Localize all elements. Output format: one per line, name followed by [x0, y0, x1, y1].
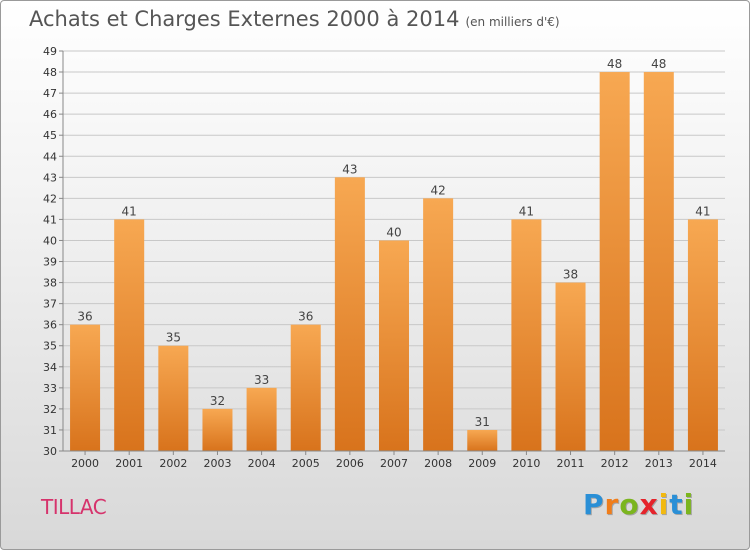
y-tick-label: 32: [43, 403, 57, 416]
value-label-2012: 48: [607, 57, 622, 71]
value-label-2009: 31: [475, 415, 490, 429]
x-tick-label-2014: 2014: [689, 457, 717, 470]
logo-letter: r: [604, 488, 620, 521]
x-tick-label-2002: 2002: [159, 457, 187, 470]
y-tick-label: 43: [43, 171, 57, 184]
value-label-2008: 42: [430, 183, 445, 197]
proxiti-logo[interactable]: Proxiti: [583, 488, 694, 521]
bar-2011: [555, 282, 586, 451]
value-label-2001: 41: [122, 204, 137, 218]
bar-2007: [378, 240, 410, 451]
bar-2003: [202, 408, 233, 451]
bar-2004: [246, 387, 277, 451]
x-tick-label-2009: 2009: [468, 457, 496, 470]
y-tick-label: 37: [43, 298, 57, 311]
x-tick-label-2003: 2003: [203, 457, 231, 470]
bar-2002: [158, 345, 189, 451]
y-tick-label: 42: [43, 192, 57, 205]
x-tick-label-2006: 2006: [336, 457, 364, 470]
y-tick-label: 40: [43, 234, 57, 247]
value-label-2007: 40: [386, 225, 401, 239]
y-tick-label: 38: [43, 277, 57, 290]
chart-title-text: Achats et Charges Externes 2000 à 2014: [29, 7, 460, 31]
x-tick-label-2011: 2011: [557, 457, 585, 470]
value-label-2002: 35: [166, 331, 181, 345]
logo-letter: x: [639, 488, 659, 521]
logo-letter: t: [669, 488, 684, 521]
bar-2009: [467, 429, 498, 451]
y-tick-label: 47: [43, 87, 57, 100]
value-label-2000: 36: [77, 310, 92, 324]
bar-2000: [70, 324, 101, 451]
bar-2014: [687, 219, 718, 451]
axes: 30 31 32 33 34 35 36 37 38 39 40 41 42 43 44 45 46 47 48 49…: [43, 45, 725, 470]
commune-name: TILLAC: [41, 495, 107, 519]
bar-2013: [643, 72, 674, 451]
value-label-2006: 43: [342, 162, 357, 176]
x-tick-label-2001: 2001: [115, 457, 143, 470]
bar-2006: [334, 177, 365, 451]
y-tick-label: 35: [43, 340, 57, 353]
y-tick-label: 34: [43, 361, 57, 374]
x-tick-label-2000: 2000: [71, 457, 99, 470]
y-tick-label: 36: [43, 319, 57, 332]
x-tick-label-2012: 2012: [601, 457, 629, 470]
logo-letter: i: [683, 488, 695, 521]
bars: 36 41 35 32 33 36 43 40 42 31 41 38 48 48 41: [70, 57, 718, 451]
value-label-2011: 38: [563, 268, 578, 282]
value-label-2010: 41: [519, 204, 534, 218]
y-tick-label: 31: [43, 424, 57, 437]
y-tick-label: 49: [43, 45, 57, 58]
logo-letter: i: [658, 488, 670, 521]
x-tick-label-2013: 2013: [645, 457, 673, 470]
value-label-2004: 33: [254, 373, 269, 387]
y-tick-label: 39: [43, 256, 57, 269]
x-tick-label-2005: 2005: [292, 457, 320, 470]
value-label-2005: 36: [298, 310, 313, 324]
chart-title: Achats et Charges Externes 2000 à 2014 (e…: [29, 7, 560, 31]
y-tick-label: 46: [43, 108, 57, 121]
y-tick-label: 48: [43, 66, 57, 79]
bar-2005: [290, 324, 321, 451]
y-tick-label: 30: [43, 445, 57, 458]
x-tick-label-2008: 2008: [424, 457, 452, 470]
y-tick-label: 41: [43, 213, 57, 226]
bar-2008: [423, 198, 454, 451]
y-tick-label: 44: [43, 150, 57, 163]
bar-2012: [599, 72, 630, 451]
logo-letter: P: [583, 488, 605, 521]
value-label-2013: 48: [651, 57, 666, 71]
bar-2001: [114, 219, 145, 451]
y-tick-label: 45: [43, 129, 57, 142]
chart-unit: (en milliers d'€): [465, 15, 560, 29]
y-tick-label: 33: [43, 382, 57, 395]
logo-letter: o: [619, 488, 640, 521]
x-tick-label-2010: 2010: [512, 457, 540, 470]
bar-2010: [511, 219, 542, 451]
x-tick-label-2004: 2004: [248, 457, 276, 470]
value-label-2003: 32: [210, 394, 225, 408]
value-label-2014: 41: [695, 204, 710, 218]
x-tick-label-2007: 2007: [380, 457, 408, 470]
